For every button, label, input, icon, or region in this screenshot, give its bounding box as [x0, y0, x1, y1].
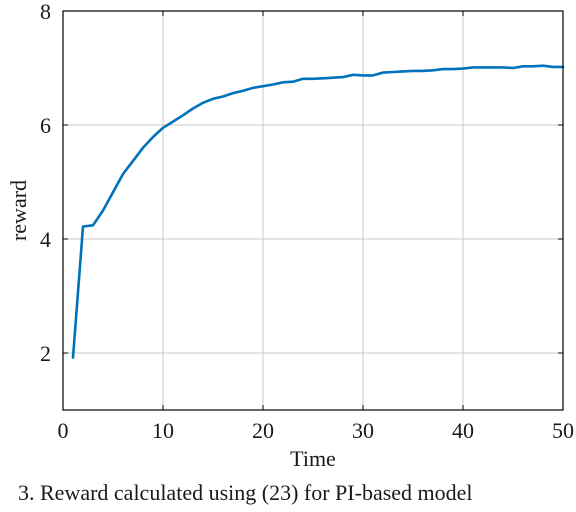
x-tick-label: 30	[352, 418, 374, 443]
y-tick-label: 6	[40, 113, 51, 138]
x-tick-label: 50	[552, 418, 574, 443]
x-tick-label: 20	[252, 418, 274, 443]
figure-caption: 3. Reward calculated using (23) for PI-b…	[18, 480, 473, 505]
x-axis-label: Time	[290, 446, 336, 471]
y-tick-label: 8	[40, 0, 51, 24]
x-tick-label: 0	[58, 418, 69, 443]
series-layer	[71, 64, 565, 359]
axis-ticks	[62, 10, 564, 410]
reward-series-line	[71, 64, 565, 359]
reward-line-chart: 0 10 20 30 40 50 2 4 6 8 Time reward	[6, 0, 574, 471]
plot-frame	[62, 10, 564, 411]
y-tick-label: 2	[40, 341, 51, 366]
y-tick-label: 4	[40, 227, 51, 252]
x-tick-label: 10	[152, 418, 174, 443]
grid-lines	[63, 11, 563, 410]
y-axis-label: reward	[6, 180, 31, 241]
x-tick-label: 40	[452, 418, 474, 443]
tick-labels: 0 10 20 30 40 50 2 4 6 8	[40, 0, 574, 443]
